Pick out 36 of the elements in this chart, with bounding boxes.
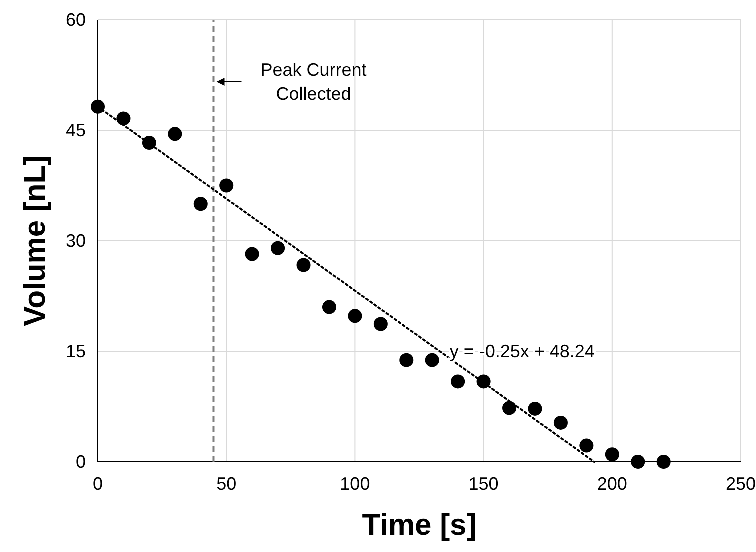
- y-tick-label: 0: [76, 452, 86, 472]
- point: [374, 317, 388, 332]
- point: [296, 258, 311, 272]
- x-axis-title: Time [s]: [362, 509, 477, 542]
- point: [451, 374, 466, 389]
- point: [271, 241, 286, 256]
- x-tick-label: 250: [726, 474, 756, 494]
- point: [220, 178, 234, 193]
- point: [168, 127, 182, 142]
- point: [322, 300, 336, 314]
- point: [245, 247, 260, 262]
- point: [502, 401, 517, 416]
- point: [425, 353, 440, 368]
- point: [631, 455, 646, 469]
- x-tick-label: 150: [468, 474, 499, 494]
- point: [656, 455, 671, 469]
- point: [554, 416, 568, 430]
- annotation: y = -0.25x + 48.24: [450, 342, 595, 362]
- y-tick-label: 30: [66, 231, 86, 251]
- x-tick-label: 100: [340, 474, 370, 494]
- x-tick-label: 200: [597, 474, 628, 494]
- y-tick-label: 60: [66, 10, 86, 30]
- point: [528, 402, 542, 416]
- point: [116, 112, 131, 126]
- point: [194, 197, 208, 212]
- point: [400, 353, 414, 368]
- point: [605, 448, 620, 462]
- point: [580, 438, 594, 453]
- y-tick-label: 15: [66, 342, 86, 362]
- x-tick-label: 50: [216, 474, 237, 494]
- x-tick-label: 0: [92, 474, 104, 494]
- point: [348, 309, 362, 324]
- y-tick-label: 45: [66, 120, 86, 140]
- y-axis-title: Volume [nL]: [19, 155, 52, 327]
- ref-line-label: Peak Current Collected: [260, 60, 367, 104]
- point: [91, 100, 105, 114]
